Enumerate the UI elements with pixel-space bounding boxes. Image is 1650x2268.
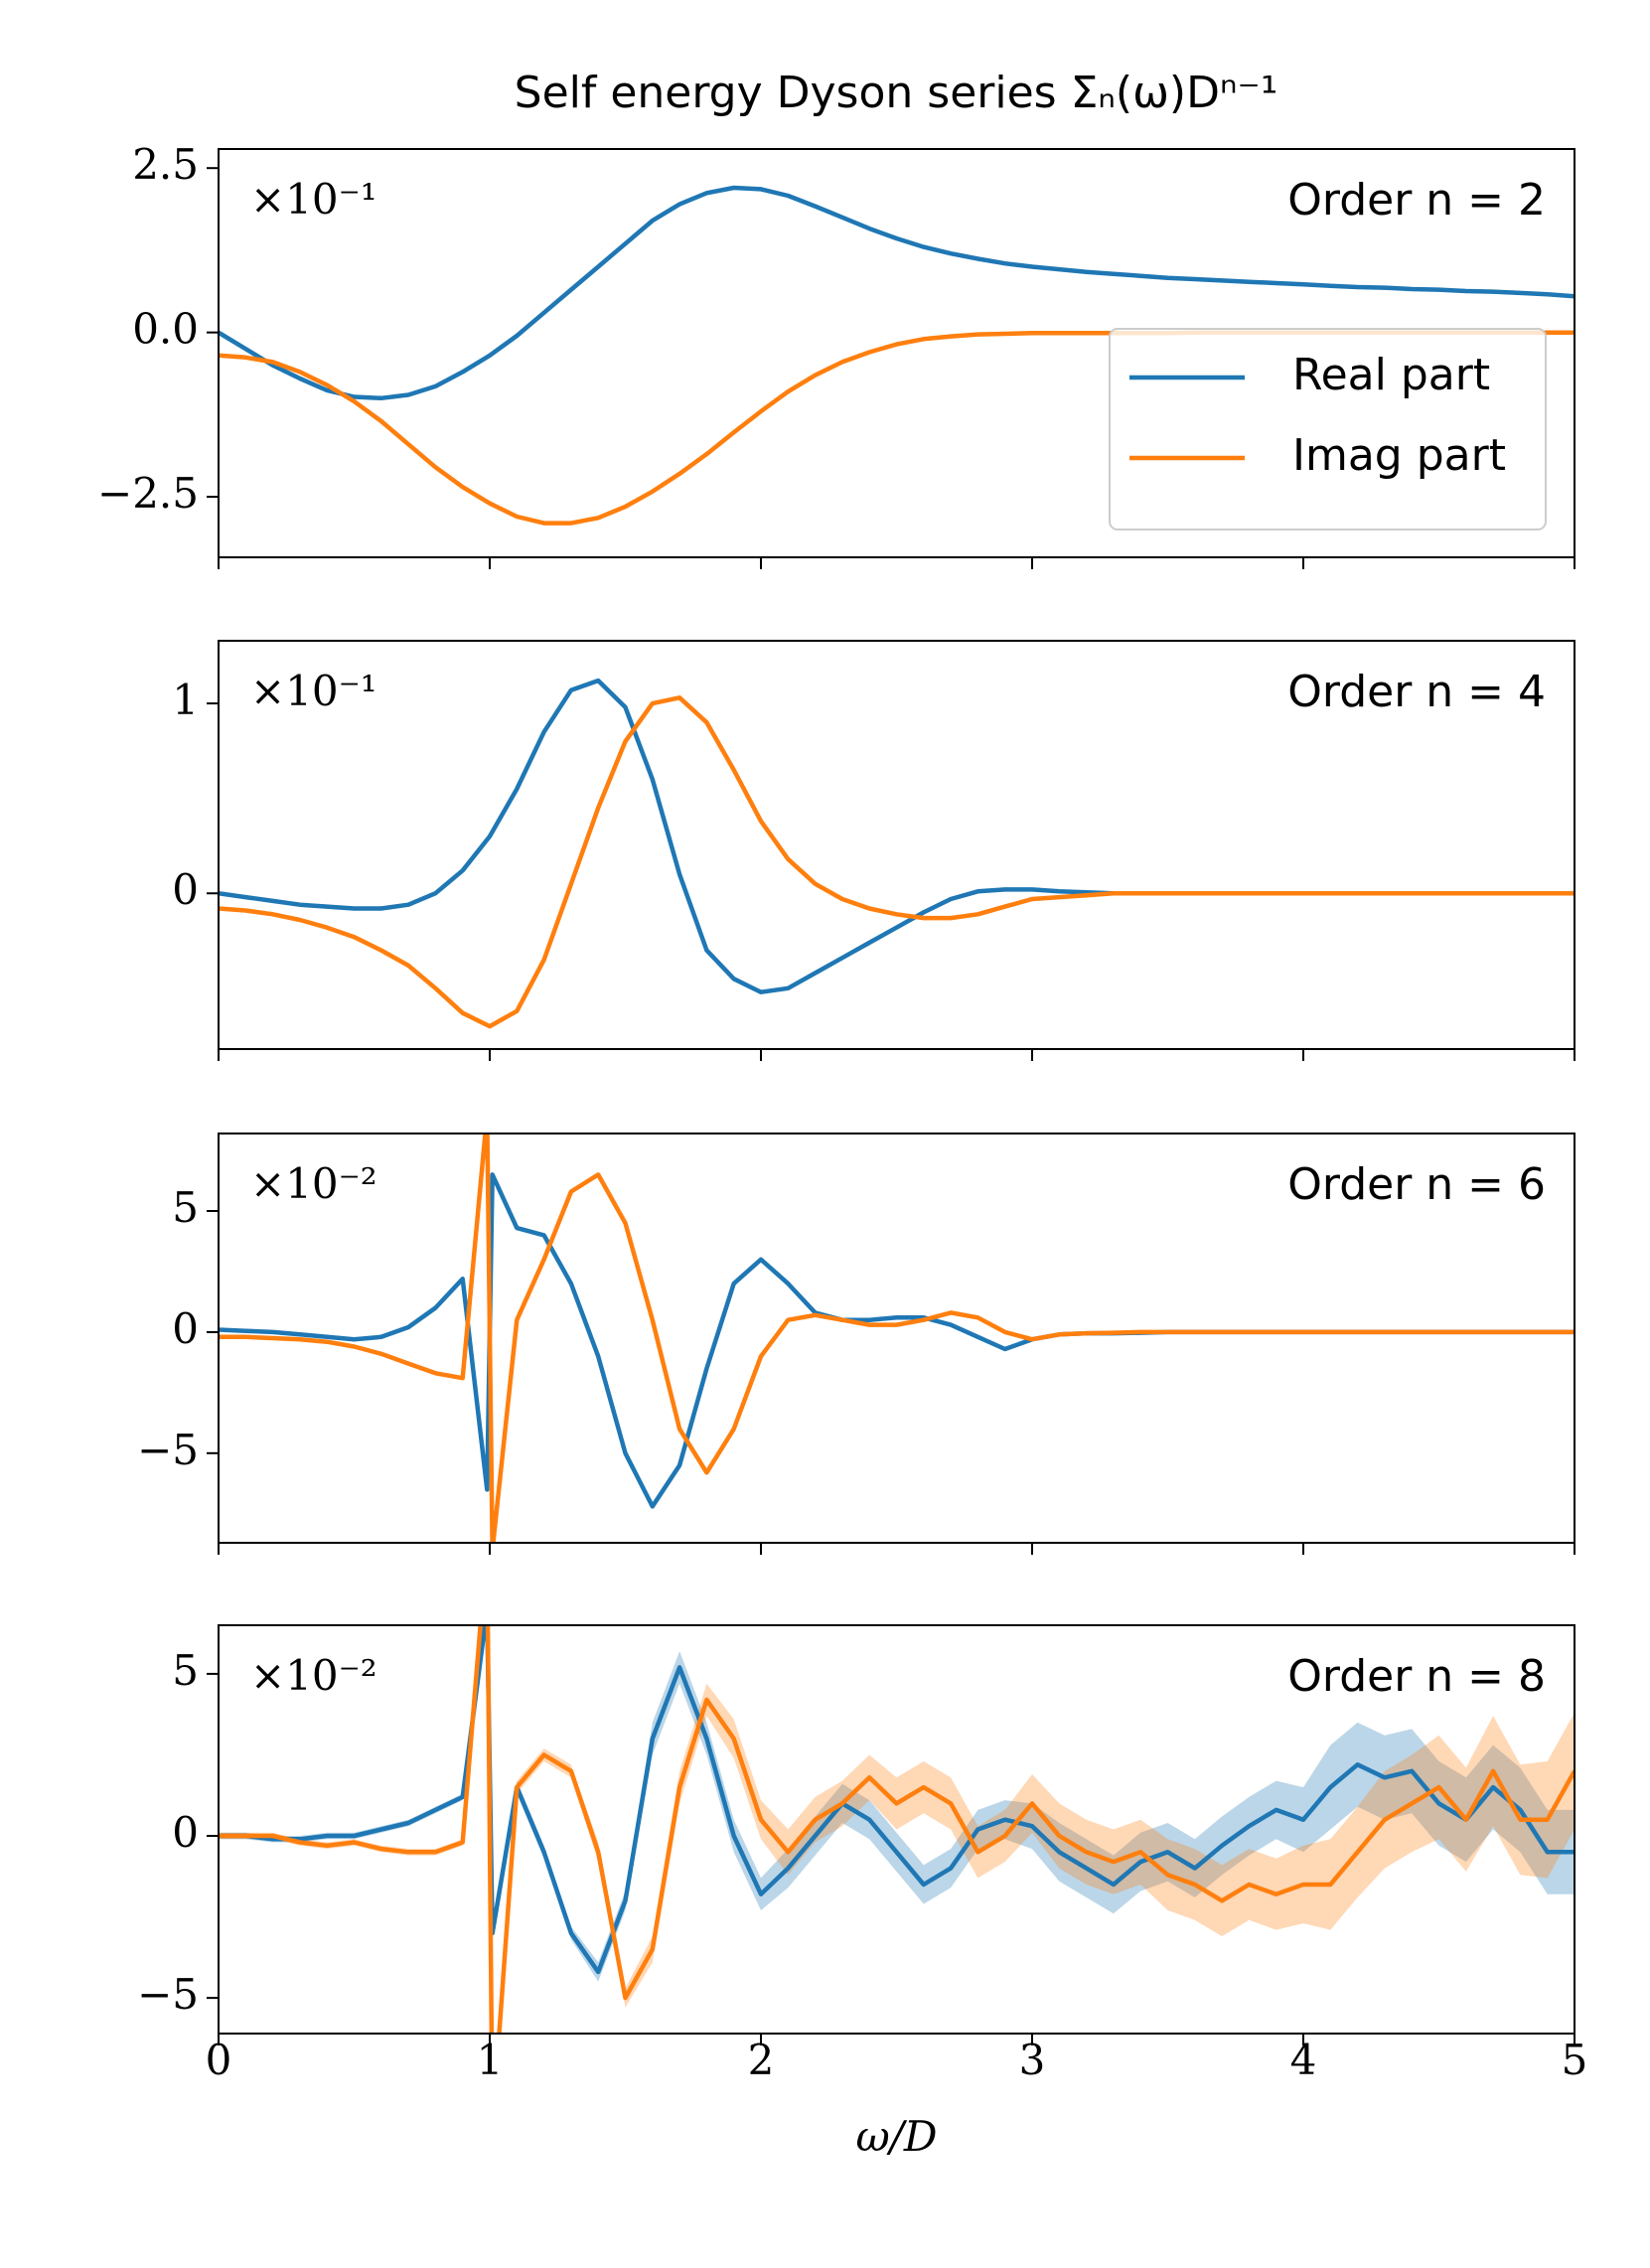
- y-tick-label: 1: [172, 676, 199, 724]
- x-tick-label: 1: [477, 2036, 504, 2084]
- plot-area: [219, 678, 1575, 1029]
- y-tick-label: 5: [172, 1646, 199, 1695]
- axes-frame: [218, 1624, 1575, 2035]
- order-annotation: Order n = 8: [1287, 1651, 1546, 1702]
- order-annotation: Order n = 4: [1287, 667, 1546, 717]
- legend-label: Real part: [1292, 350, 1490, 400]
- order-annotation: Order n = 2: [1287, 175, 1546, 226]
- series-line: [219, 1625, 1575, 1975]
- y-tick-label: −5: [137, 1970, 199, 2019]
- series-line: [219, 1134, 1575, 1543]
- y-tick-label: −5: [137, 1426, 199, 1474]
- x-tick-label: 5: [1562, 2036, 1588, 2084]
- scale-annotation: ×10⁻²: [250, 1651, 377, 1700]
- x-axis-label: ω/D: [855, 2112, 937, 2161]
- axes-frame: [218, 148, 1575, 558]
- y-tick-label: 0: [172, 865, 199, 914]
- x-tick-label: 4: [1290, 2036, 1317, 2084]
- error-band: [219, 1625, 1575, 2034]
- scale-annotation: ×10⁻²: [250, 1159, 377, 1208]
- series-line: [219, 185, 1575, 401]
- x-tick-label: 3: [1019, 2036, 1046, 2084]
- x-tick-label: 0: [206, 2036, 232, 2084]
- legend-label: Imag part: [1292, 430, 1506, 481]
- y-tick-label: 0: [172, 1808, 199, 1857]
- y-tick-label: 0.0: [132, 305, 199, 354]
- y-tick-label: −2.5: [97, 469, 199, 518]
- series-line: [219, 695, 1575, 1029]
- axes-frame: [218, 640, 1575, 1050]
- y-tick-label: 2.5: [132, 140, 199, 189]
- order-annotation: Order n = 6: [1287, 1159, 1546, 1210]
- plot-area: [219, 1134, 1575, 1543]
- plot-area: [219, 1625, 1575, 2034]
- x-tick-label: 2: [748, 2036, 775, 2084]
- series-line: [219, 1625, 1575, 2034]
- scale-annotation: ×10⁻¹: [250, 667, 377, 715]
- chart-title: Self energy Dyson series Σₙ(ω)Dⁿ⁻¹: [515, 68, 1278, 118]
- y-tick-label: 0: [172, 1304, 199, 1353]
- scale-annotation: ×10⁻¹: [250, 175, 377, 224]
- axes-frame: [218, 1133, 1575, 1544]
- y-tick-label: 5: [172, 1183, 199, 1232]
